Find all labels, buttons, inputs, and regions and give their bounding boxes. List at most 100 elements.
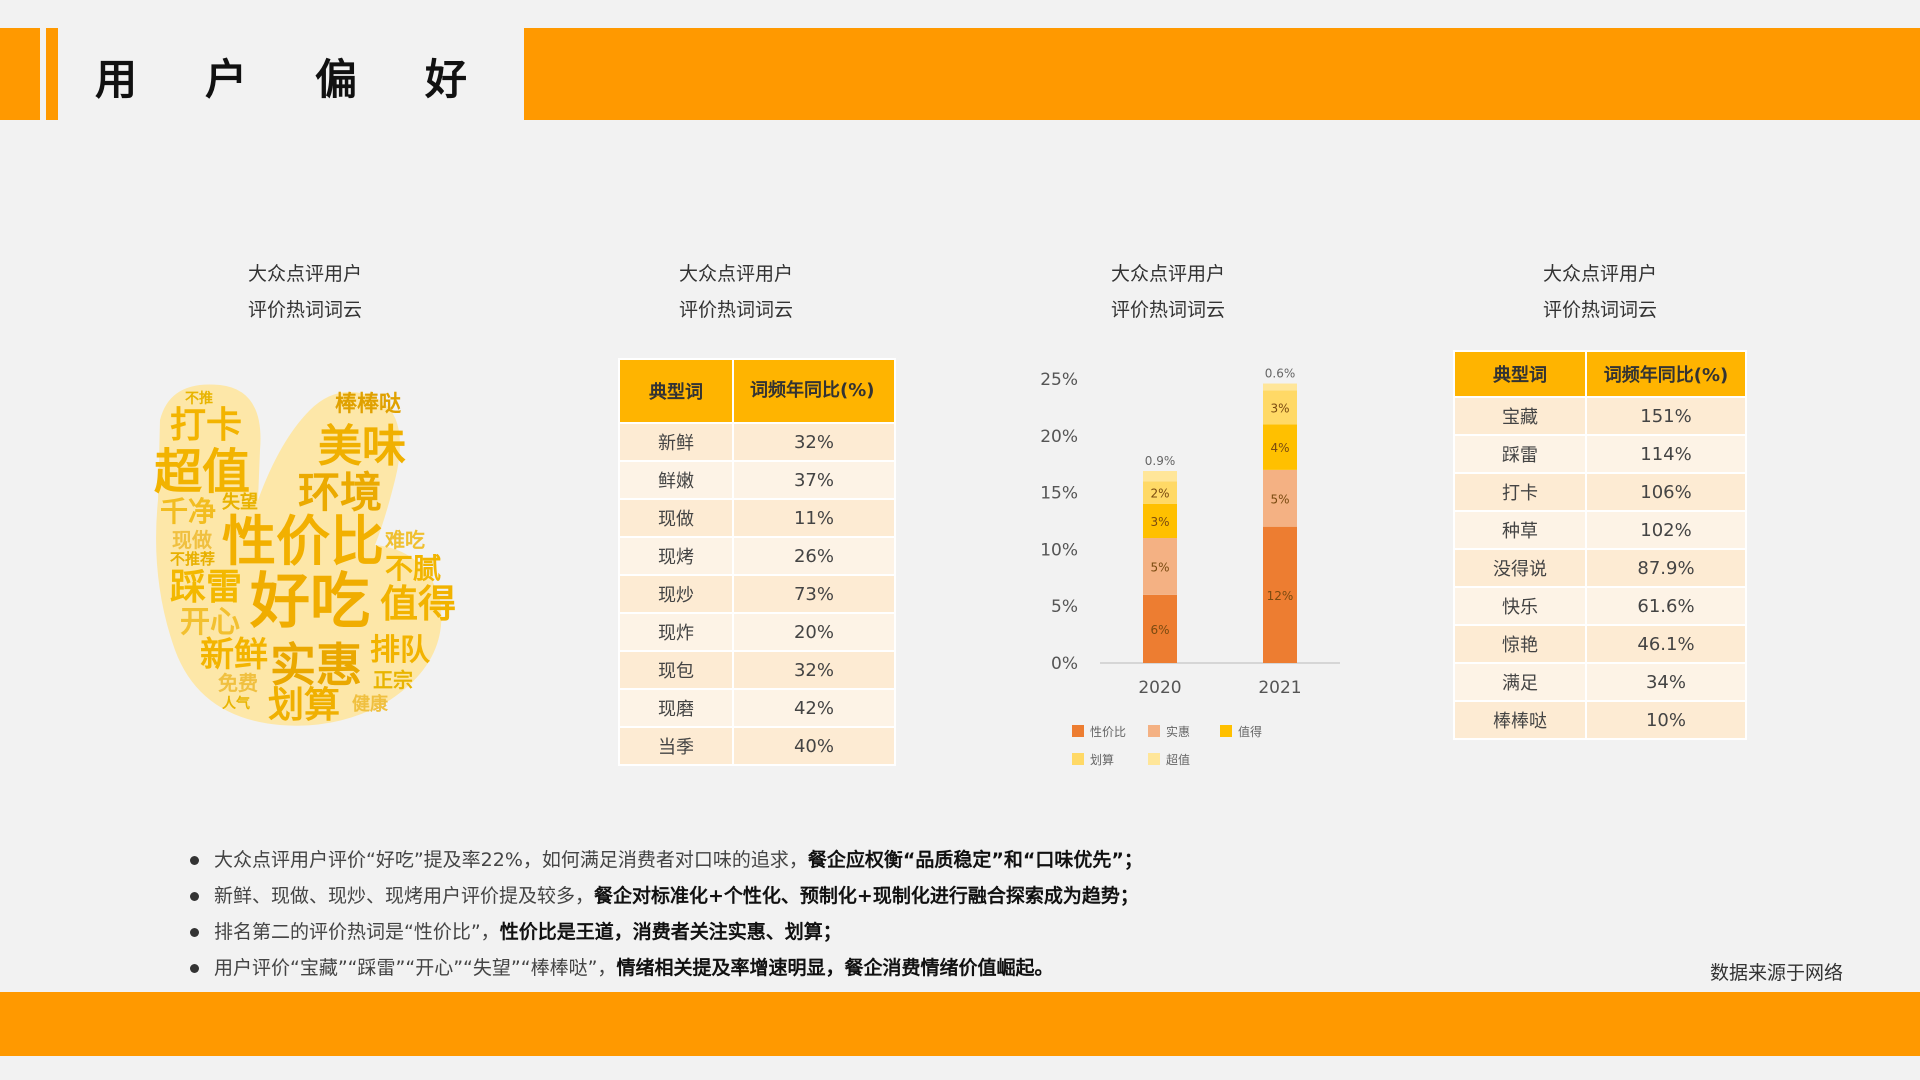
bullet-text: 排名第二的评价热词是“性价比”， [214,921,500,943]
bar-segment [1263,390,1297,425]
yoy-frequency-cell: 61.6% [1585,586,1747,626]
bullet-emphasis: 餐企对标准化+个性化、预制化+现制化进行融合探索成为趋势； [594,885,1139,907]
data-label: 3% [1150,515,1169,529]
bullet-emphasis: 餐企应权衡“品质稳定”和“口味优先”； [807,849,1143,871]
y-tick-label: 25% [1040,370,1078,390]
cloud-word: 现做 [172,528,212,552]
data-source-note: 数据来源于网络 [1710,962,1844,984]
header-accent-stripe [46,28,58,120]
cloud-word: 难吃 [385,528,425,552]
column-title-chart: 大众点评用户 评价热词词云 [1018,256,1318,328]
bullet-item: 用户评价“宝藏”“踩雷”“开心”“失望”“棒棒哒”，情绪相关提及率增速明显，餐企… [190,950,1143,986]
bullet-item: 排名第二的评价热词是“性价比”，性价比是王道，消费者关注实惠、划算； [190,914,1143,950]
column-title-line: 大众点评用户 [1542,263,1657,285]
bar-segment [1143,538,1177,595]
table-row: 现炒 73% [618,574,896,614]
typical-word-cell: 现做 [618,498,734,538]
column-title-line: 大众点评用户 [1110,263,1225,285]
data-label: 5% [1150,560,1169,574]
bullet-text: 用户评价“宝藏”“踩雷”“开心”“失望”“棒棒哒”， [214,957,617,979]
cloud-word: 好吃 [250,567,370,637]
yoy-frequency-cell: 20% [732,612,896,652]
typical-word-cell: 踩雷 [1453,434,1587,474]
table-row: 打卡 106% [1453,472,1747,512]
legend-label: 超值 [1166,752,1190,767]
typical-word-cell: 快乐 [1453,586,1587,626]
cloud-word: 千净 [160,495,217,528]
cloud-word: 打卡 [170,405,243,446]
cloud-word: 踩雷 [170,567,243,608]
typical-word-cell: 宝藏 [1453,396,1587,436]
bar-segment [1143,471,1177,482]
cloud-word: 开心 [180,605,240,640]
data-label: 5% [1270,492,1289,506]
bar-segment [1143,594,1177,663]
cloud-word: 棒棒哒 [335,392,402,417]
legend-swatch [1072,753,1084,765]
yoy-frequency-cell: 10% [1585,700,1747,740]
cloud-word: 性价比 [222,510,384,573]
table-row: 现做 11% [618,498,896,538]
yoy-frequency-cell: 114% [1585,434,1747,474]
cloud-word: 划算 [268,685,341,726]
cloud-word: 正宗 [373,668,413,692]
yoy-frequency-cell: 32% [732,422,896,462]
table-row: 现烤 26% [618,536,896,576]
typical-word-cell: 现磨 [618,688,734,728]
table-row: 棒棒哒 10% [1453,700,1747,740]
bullet-item: 新鲜、现做、现炒、现烤用户评价提及较多，餐企对标准化+个性化、预制化+现制化进行… [190,878,1143,914]
typical-word-cell: 打卡 [1453,472,1587,512]
cloud-word: 健康 [352,694,388,715]
title-char: 户 [205,55,248,104]
typical-word-cell: 棒棒哒 [1453,700,1587,740]
cloud-word: 新鲜 [200,635,268,675]
data-label: 0.9% [1145,454,1176,468]
yoy-frequency-cell: 40% [732,726,896,766]
column-title-table1: 大众点评用户 评价热词词云 [586,256,886,328]
yoy-frequency-cell: 46.1% [1585,624,1747,664]
yoy-frequency-cell: 11% [732,498,896,538]
yoy-frequency-cell: 32% [732,650,896,690]
word-cloud-shape [156,384,442,726]
legend-swatch [1148,753,1160,765]
column-title-line: 评价热词词云 [247,299,362,321]
typical-word-cell: 鲜嫩 [618,460,734,500]
bullet-emphasis: 性价比是王道，消费者关注实惠、划算； [499,921,842,943]
legend-swatch [1148,725,1160,737]
table-row: 鲜嫩 37% [618,460,896,500]
data-label: 12% [1267,589,1294,603]
cloud-word: 不推荐 [170,550,216,568]
typical-word-cell: 现烤 [618,536,734,576]
legend-swatch [1220,725,1232,737]
y-tick-label: 20% [1040,427,1078,447]
data-label: 6% [1150,623,1169,637]
table-row: 没得说 87.9% [1453,548,1747,588]
data-label: 3% [1270,401,1289,415]
table-header: 词频年同比(%) [1585,350,1747,398]
data-label: 2% [1150,487,1169,501]
title-char: 用 [95,55,138,104]
yoy-frequency-cell: 102% [1585,510,1747,550]
typical-word-cell: 满足 [1453,662,1587,702]
column-title-line: 评价热词词云 [678,299,793,321]
yoy-frequency-cell: 34% [1585,662,1747,702]
bullet-item: 大众点评用户评价“好吃”提及率22%，如何满足消费者对口味的追求，餐企应权衡“品… [190,842,1143,878]
footer-banner [0,992,1920,1056]
typical-word-cell: 现炸 [618,612,734,652]
typical-words-table-1: 典型词 词频年同比(%) 新鲜 32% 鲜嫩 37% 现做 11% 现烤 26% 现炒 73% 现炸… [618,358,896,766]
yoy-frequency-cell: 26% [732,536,896,576]
cloud-word: 免费 [218,671,258,695]
cloud-word: 不推 [185,391,213,407]
typical-word-cell: 现包 [618,650,734,690]
chart-canvas: 0% 5% 10% 15% 20% 25% 6% 5% 3% 2% 0.9% 2020 12% 5% 4% 3… [1040,367,1340,767]
data-label: 4% [1270,441,1289,455]
bullet-emphasis: 情绪相关提及率增速明显，餐企消费情绪价值崛起。 [616,957,1054,979]
table-row: 满足 34% [1453,662,1747,702]
table-row: 种草 102% [1453,510,1747,550]
typical-word-cell: 没得说 [1453,548,1587,588]
stacked-bar-chart: 0% 5% 10% 15% 20% 25% 6% 5% 3% 2% 0.9% 2020 12% 5% 4% 3… [1030,355,1360,785]
legend-label: 实惠 [1166,724,1190,739]
yoy-frequency-cell: 106% [1585,472,1747,512]
column-title-wordcloud: 大众点评用户 评价热词词云 [155,256,455,328]
title-char: 偏 [315,55,358,104]
